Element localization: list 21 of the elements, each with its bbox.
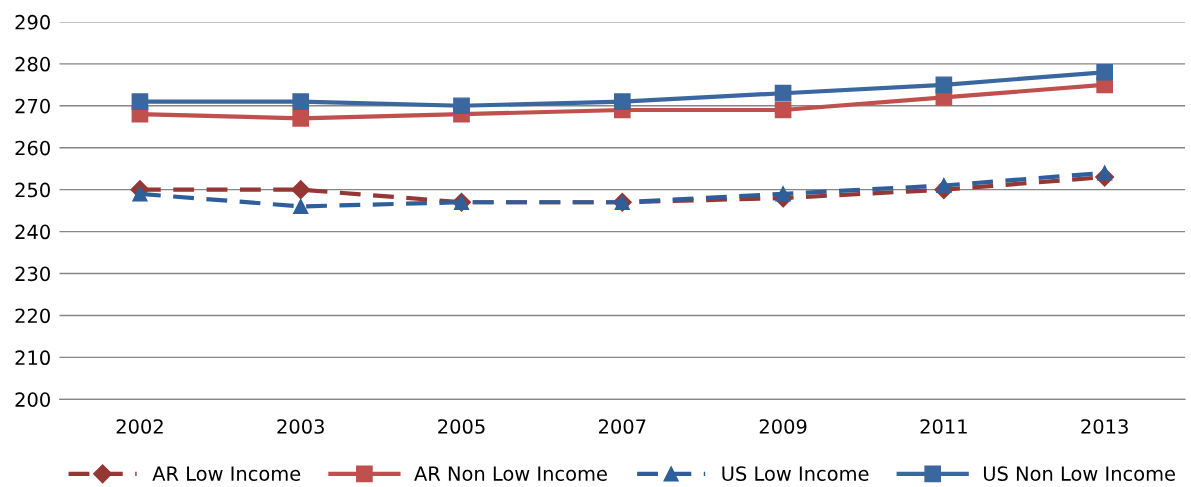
y-tick-label: 200 bbox=[15, 392, 50, 407]
legend-label: US Non Low Income bbox=[983, 466, 1175, 481]
y-tick-label: 260 bbox=[15, 140, 50, 156]
y-tick-label: 290 bbox=[15, 14, 50, 30]
legend-label: AR Low Income bbox=[152, 466, 301, 481]
y-tick-label: 270 bbox=[15, 98, 50, 114]
y-tick-label: 210 bbox=[15, 350, 50, 366]
x-tick-label: 2003 bbox=[277, 419, 324, 434]
x-tick-label: 2013 bbox=[1081, 419, 1128, 434]
x-tick-label: 2011 bbox=[920, 419, 967, 434]
x-tick-label: 2009 bbox=[759, 419, 807, 434]
y-tick-label: 280 bbox=[15, 56, 50, 72]
y-tick-label: 220 bbox=[15, 308, 50, 324]
x-tick-label: 2007 bbox=[598, 419, 646, 434]
y-tick-label: 230 bbox=[15, 266, 50, 282]
y-tick-label: 250 bbox=[15, 182, 50, 198]
y-tick-label: 240 bbox=[15, 224, 50, 240]
legend-label: AR Non Low Income bbox=[414, 466, 607, 481]
x-tick-label: 2005 bbox=[438, 419, 485, 434]
x-tick-label: 2002 bbox=[116, 419, 163, 434]
legend-label: US Low Income bbox=[722, 466, 869, 481]
